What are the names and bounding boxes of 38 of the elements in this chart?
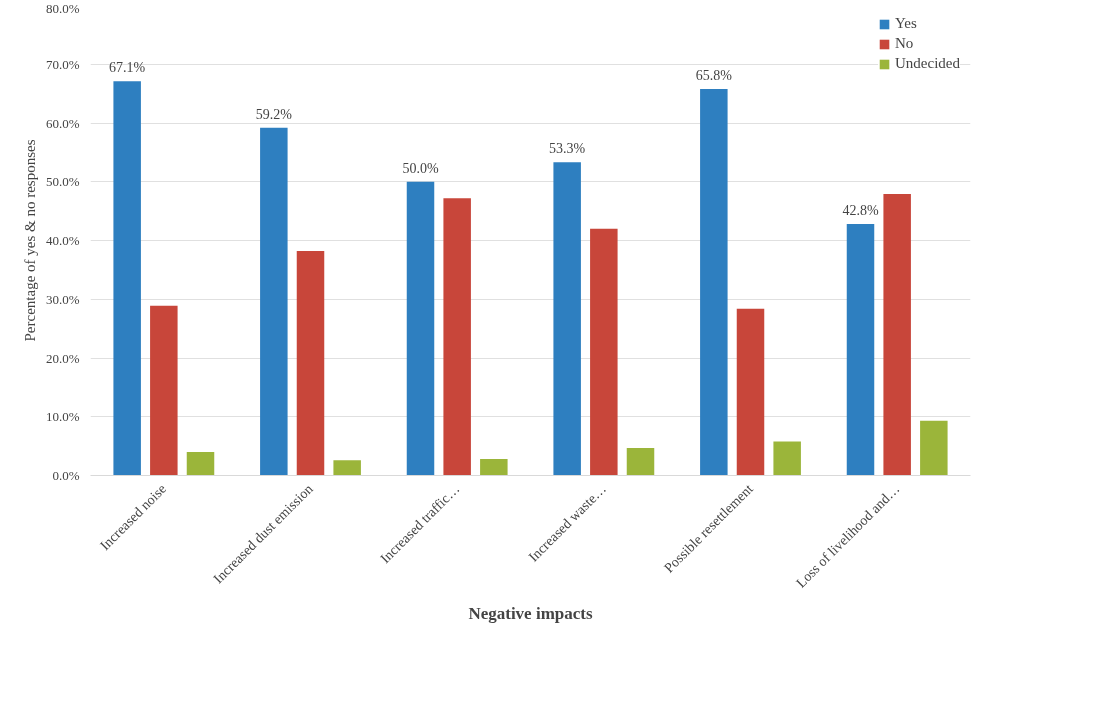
y-tick-label: 80.0%: [45, 0, 80, 16]
bar: [773, 441, 801, 476]
data-label: 65.8%: [695, 67, 733, 83]
bar: [333, 460, 361, 476]
bar: [626, 447, 655, 476]
y-axis-title: Percentage of yes & no responses: [21, 139, 38, 342]
bar: [443, 198, 471, 476]
bar: [480, 459, 508, 476]
data-label: 53.3%: [549, 141, 586, 157]
y-tick-label: 30.0%: [45, 291, 80, 307]
bar: [296, 251, 325, 476]
x-axis-title: Negative impacts: [468, 603, 593, 623]
bar: [150, 305, 178, 476]
bar: [883, 194, 911, 476]
y-tick-label: 50.0%: [45, 174, 80, 190]
y-tick-label: 70.0%: [45, 56, 80, 72]
bar: [406, 181, 435, 476]
legend-label: Undecided: [895, 55, 960, 72]
y-tick-label: 60.0%: [45, 115, 80, 131]
legend-label: No: [895, 35, 915, 52]
bar: [700, 88, 728, 476]
bar: [920, 420, 948, 476]
y-tick-label: 20.0%: [45, 350, 80, 366]
data-label: 42.8%: [842, 203, 879, 219]
y-tick-label: 10.0%: [45, 409, 80, 425]
data-label: 67.1%: [109, 60, 146, 76]
bar: [846, 224, 875, 476]
bar: [736, 308, 765, 476]
bar: [186, 452, 215, 476]
data-label: 59.2%: [255, 106, 293, 122]
bar: [590, 228, 618, 476]
legend-label: Yes: [895, 15, 917, 32]
data-label: 50.0%: [402, 160, 439, 176]
bar: [113, 81, 141, 476]
y-tick-label: 40.0%: [45, 233, 80, 248]
y-tick-label: 0.0%: [52, 468, 80, 483]
bar: [553, 162, 581, 476]
bar: [260, 127, 288, 476]
